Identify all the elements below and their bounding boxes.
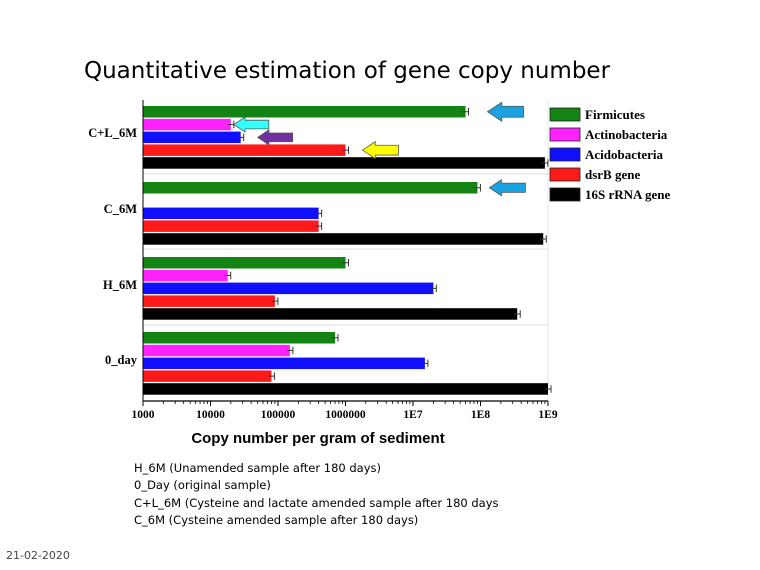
- error-bar: [342, 146, 349, 154]
- error-bar: [237, 133, 245, 142]
- annotation-arrow-icon: [256, 129, 294, 146]
- error-bar: [271, 297, 279, 305]
- category-label: 0_day: [105, 353, 138, 367]
- plot-area: [143, 100, 549, 401]
- error-bar: [286, 346, 294, 355]
- error-bar: [224, 271, 232, 280]
- slide-date: 21-02-2020: [6, 549, 70, 562]
- bar-C+L_6M-Acidobacteria: [143, 131, 241, 144]
- bar-H_6M-Acidobacteria: [143, 282, 434, 295]
- sample-notes: H_6M (Unamended sample after 180 days) 0…: [134, 460, 499, 530]
- gene-copy-chart: C+L_6M C_6M H_6M 0_day 1000 10000 100000 100000…: [88, 100, 670, 447]
- error-bar: [430, 284, 437, 293]
- bar-0_day-dsrB-gene: [143, 370, 272, 382]
- bar-H_6M-dsrB-gene: [143, 295, 275, 307]
- bar-0_day-16S-rRNA-gene: [143, 383, 548, 395]
- bar-0_day-Firmicutes: [143, 332, 336, 344]
- annotation-arrow-icon: [486, 101, 524, 122]
- x-tick-label: 1E9: [538, 409, 557, 421]
- bar-C_6M-dsrB-gene: [143, 220, 319, 232]
- note-line: H_6M (Unamended sample after 180 days): [134, 461, 381, 475]
- category-label: H_6M: [103, 278, 137, 292]
- x-tick-label: 1E8: [471, 409, 490, 421]
- legend: Firmicutes Actinobacteria Acidobacteria dsr…: [549, 107, 670, 202]
- note-line: C+L_6M (Cysteine and lactate amended sam…: [134, 495, 499, 510]
- x-axis-label: Copy number per gram of sediment: [191, 430, 444, 447]
- bar-H_6M-Actinobacteria: [143, 269, 228, 282]
- x-tick-label: 1000: [132, 409, 155, 421]
- error-bar: [342, 259, 349, 267]
- bar-0_day-Actinobacteria: [143, 344, 290, 357]
- bar-C_6M-16S-rRNA-gene: [143, 233, 544, 245]
- bar-H_6M-Firmicutes: [143, 257, 346, 269]
- legend-swatch: [549, 127, 581, 142]
- error-bar: [315, 222, 323, 230]
- error-bar: [462, 108, 470, 116]
- x-tick-label: 1000000: [325, 409, 366, 421]
- error-bar: [268, 372, 275, 380]
- bar-H_6M-16S-rRNA-gene: [143, 308, 518, 320]
- legend-label: dsrB gene: [585, 167, 640, 182]
- bar-C_6M-Acidobacteria: [143, 207, 319, 220]
- legend-label: Acidobacteria: [585, 147, 663, 162]
- legend-swatch: [549, 167, 581, 182]
- error-bar: [421, 359, 429, 368]
- legend-label: Actinobacteria: [585, 127, 668, 142]
- legend-swatch: [549, 107, 581, 122]
- bar-C+L_6M-16S-rRNA-gene: [143, 157, 545, 169]
- bar-C+L_6M-Actinobacteria: [143, 118, 231, 131]
- legend-label: Firmicutes: [585, 107, 645, 122]
- category-label: C_6M: [104, 202, 138, 216]
- slide-title: Quantitative estimation of gene copy num…: [84, 58, 611, 84]
- error-bar: [514, 310, 521, 318]
- annotation-arrow-icon: [488, 179, 526, 197]
- bar-0_day-Acidobacteria: [143, 357, 425, 370]
- error-bar: [545, 385, 552, 393]
- bar-C+L_6M-Firmicutes: [143, 106, 466, 118]
- legend-swatch: [549, 187, 581, 202]
- bar-C_6M-Firmicutes: [143, 182, 478, 194]
- note-line: C_6M (Cysteine amended sample after 180 …: [134, 513, 419, 528]
- legend-label: 16S rRNA gene: [585, 187, 670, 202]
- bar-C+L_6M-dsrB-gene: [143, 144, 346, 156]
- error-bar: [541, 159, 549, 167]
- category-label: C+L_6M: [88, 126, 137, 140]
- error-bar: [332, 334, 339, 342]
- annotation-arrow-icon: [361, 140, 399, 160]
- error-bar: [540, 235, 547, 243]
- error-bar: [474, 184, 481, 192]
- legend-swatch: [549, 147, 581, 162]
- x-tick-label: 10000: [196, 409, 225, 421]
- note-line: 0_Day (original sample): [134, 478, 271, 493]
- error-bar: [315, 209, 323, 218]
- x-tick-label: 100000: [261, 409, 296, 421]
- x-tick-label: 1E7: [403, 409, 422, 421]
- annotation-arrow-icon: [233, 116, 270, 133]
